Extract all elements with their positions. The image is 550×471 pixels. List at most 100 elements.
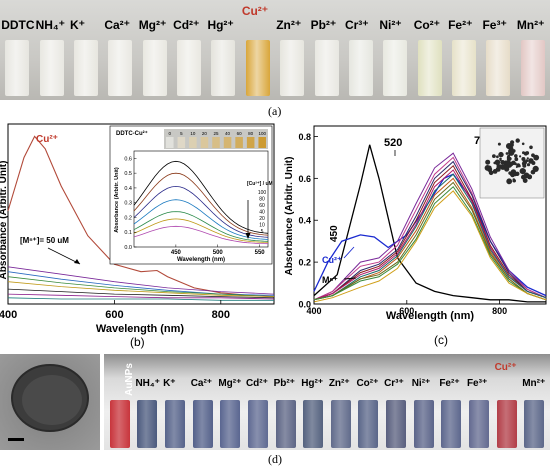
panel-b-inset-x-tick-label: 450: [171, 250, 182, 256]
panel-b-m-arrowhead: [74, 259, 80, 264]
panel-a-tube: [348, 40, 373, 96]
panel-b-cu-label: Cu²⁺: [36, 134, 58, 145]
panel-c-tem-particle: [492, 154, 496, 158]
panel-b-inset-y-tick-label: 0.0: [124, 245, 132, 251]
panel-b-inset-arrowhead: [245, 233, 251, 239]
panel-b-inset-series-group: [133, 160, 269, 245]
panel-b-inset-strip-label: 25: [213, 131, 219, 136]
panel-a-tube: [177, 40, 202, 96]
panel-d-ion-label: NH₄⁺: [135, 378, 160, 389]
panel-c-tem-particle: [506, 157, 511, 161]
panel-b-inset-y-tick-label: 0.6: [124, 156, 132, 162]
panel-c-series: [313, 144, 546, 303]
panel-c-y-tick-label: 0.8: [298, 132, 311, 142]
panel-b-cu-series: [7, 135, 275, 298]
panel-d-ion-label: Ni²⁺: [411, 378, 431, 389]
panel-c-tem-particle: [498, 151, 504, 158]
panel-c-tem-inset: [479, 127, 545, 199]
panel-c-xlabel: Wavelength (nm): [386, 310, 475, 322]
panel-b-inset-series: [133, 218, 269, 243]
panel-c-tem-particle: [532, 171, 536, 175]
panel-b-inset-strip-tube: [177, 137, 186, 148]
panel-b-inset-conc-label: [Cu²⁺] / uM: [247, 181, 273, 187]
panel-c-tem-particle: [529, 145, 533, 150]
panel-c-tem-particle: [485, 159, 491, 165]
panel-b-inset-strip-label: 60: [237, 131, 243, 136]
panel-c-tem-particle: [507, 154, 511, 158]
panel-a-ion-label: Fe³⁺: [482, 18, 507, 32]
panel-a-ion-label: Cu²⁺: [241, 4, 269, 18]
panel-c-tem-particle: [504, 166, 510, 172]
panel-b-series: [7, 266, 275, 295]
panel-d-ion-label: Mn²⁺: [522, 378, 546, 389]
panel-c-x-tick-label: 400: [306, 306, 321, 316]
panel-a-tube: [108, 40, 133, 96]
panel-b-inset-strip-tube: [189, 137, 197, 148]
panel-a-tube: [5, 40, 30, 96]
panel-d-label: (d): [268, 452, 282, 466]
panel-a-tube: [314, 40, 339, 96]
panel-c-series: [313, 160, 547, 301]
panel-a-ion-label: Mn²⁺: [516, 18, 545, 32]
panel-c-y-tick-label: 0.0: [298, 300, 311, 310]
panel-b-inset-y-tick-label: 0.3: [124, 201, 132, 207]
panel-c-series: [313, 173, 547, 301]
panel-a-ion-label: NH₄⁺: [35, 18, 65, 32]
panel-a-ion-label: Cr³⁺: [344, 18, 369, 32]
panel-b-inset-conc-value: 80: [259, 197, 265, 203]
panel-c-x-ticks: 400 600 800: [306, 300, 507, 316]
panel-a-tube: [245, 40, 270, 96]
panel-a-tube: [211, 40, 236, 96]
panel-c-cu-arrow: [343, 246, 355, 259]
panel-d-ion-label: Zn²⁺: [328, 378, 350, 389]
panel-c-tem-particle: [526, 157, 529, 160]
panel-c-tem-particle: [522, 168, 526, 173]
panel-c-series-group: [313, 144, 547, 303]
panel-a-ion-label: Ca²⁺: [104, 18, 130, 32]
panel-a-ion-label: Hg²⁺: [207, 18, 234, 32]
panel-b-inset-strip-label: 0: [169, 131, 172, 136]
panel-b-inset-conc-value: 20: [259, 216, 265, 222]
panel-b-inset-conc-value: 10: [259, 223, 265, 229]
panel-c-y-tick-label: 0.4: [298, 216, 311, 226]
panel-b-inset-axes: [133, 150, 269, 248]
panel-c-tem-particle: [531, 153, 535, 158]
panel-d-tube: [275, 400, 296, 448]
panel-c-tem-particle: [505, 152, 509, 155]
panel-d-ion-label: Mg²⁺: [218, 378, 242, 389]
panel-b-inset-title: DDTC-Cu²⁺: [116, 130, 148, 137]
panel-b-xlabel: Wavelength (nm): [96, 323, 185, 335]
panel-c-chart: 0.0 0.2 0.4 0.6 0.8 400 600 800 Wavelength (nm…: [284, 125, 547, 347]
panel-b-inset-strip-tube: [166, 137, 174, 148]
panel-d-ion-label: Cu²⁺: [494, 362, 517, 373]
panel-c-tem-particle: [509, 162, 513, 165]
panel-c-cu-label: Cu²⁺: [322, 255, 342, 265]
panel-d-ion-label: Cr³⁺: [384, 378, 404, 389]
panel-a: DDTC NH₄⁺ K⁺ Ca²⁺ Mg²⁺ Cd²⁺ Hg²⁺ Cu²⁺ Zn²⁺ Pb²⁺ Cr…: [0, 0, 550, 118]
panel-b-inset-x-ticks: 450 500 550: [171, 244, 265, 256]
panel-d-tube: [137, 400, 158, 448]
panel-d-ion-label: Hg²⁺: [301, 378, 324, 389]
panel-c-tem-aggregates: [484, 138, 540, 185]
panel-b-inset-strip-tube: [235, 137, 243, 148]
panel-c-tem-particle: [488, 170, 494, 176]
panel-b-inset-strip-cells: 0 5 10 20 25 40 60 80 100: [166, 131, 266, 148]
panel-c-tem-particle: [523, 172, 530, 179]
panel-b-inset-conc-value: 40: [259, 210, 265, 216]
panel-d-tube: [496, 400, 517, 448]
panel-c-tem-particle: [513, 172, 516, 175]
panel-b-x-ticks: 400 600 800: [0, 300, 230, 321]
panel-b-inset-x-tick-label: 500: [213, 250, 224, 256]
panel-b-inset-y-ticks: 0.0 0.1 0.2 0.3 0.4 0.5 0.6: [124, 156, 137, 251]
panel-a-ion-label: Cd²⁺: [173, 18, 200, 32]
panel-d-tube: [303, 400, 324, 448]
panel-a-ion-label: Zn²⁺: [276, 18, 302, 32]
panel-a-ion-label: Pb²⁺: [310, 18, 337, 32]
panel-b-series: [7, 281, 275, 297]
panel-b-inset-strip-tube: [212, 137, 220, 148]
panel-b-series: [7, 276, 275, 297]
panel-c-tem-particle: [515, 138, 520, 143]
panel-a-ion-label: Fe²⁺: [448, 18, 473, 32]
panel-d-ion-label: Co²⁺: [356, 378, 379, 389]
panel-b-x-tick-label: 600: [105, 309, 123, 321]
